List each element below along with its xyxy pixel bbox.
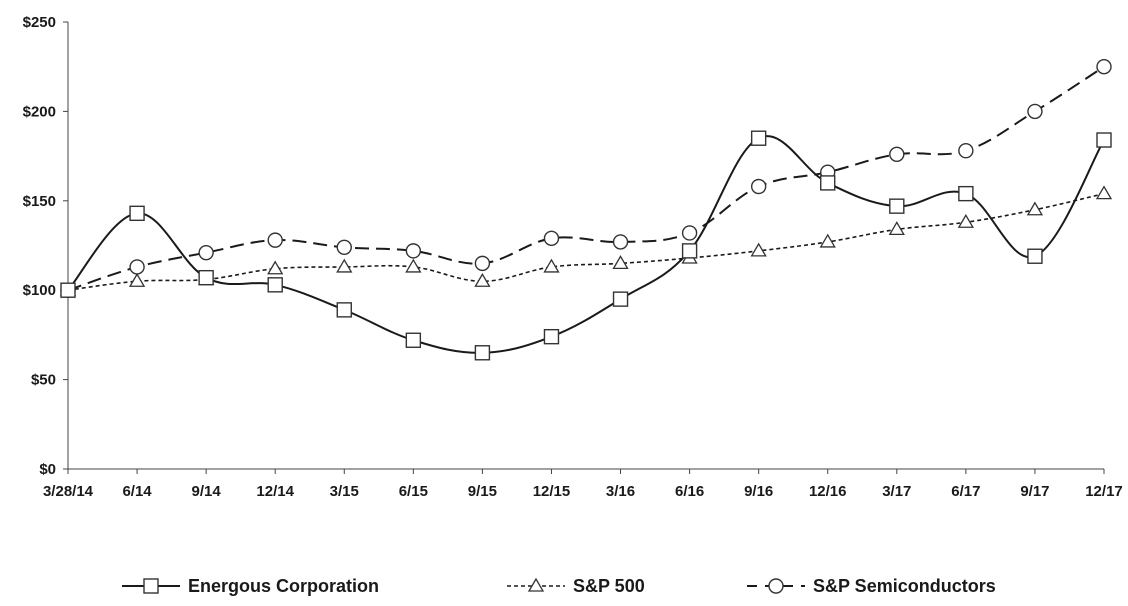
- legend-item: Energous Corporation: [122, 576, 379, 596]
- circle-marker: [889, 146, 905, 163]
- x-tick-label: 3/28/14: [43, 483, 94, 500]
- legend: Energous Corporation S&P 500 S&P Semicondu…: [122, 576, 996, 596]
- legend-label: S&P Semiconductors: [813, 576, 996, 596]
- square-marker: [612, 291, 629, 307]
- legend-label: S&P 500: [573, 576, 645, 596]
- legend-item: S&P 500: [507, 576, 645, 596]
- circle-marker: [1096, 58, 1112, 75]
- square-marker: [129, 205, 145, 222]
- triangle-marker: [819, 233, 836, 248]
- series-layer: [59, 58, 1113, 361]
- square-marker: [681, 243, 698, 259]
- circle-marker: [543, 230, 560, 247]
- series-s-p-500: [59, 185, 1113, 296]
- y-tick-label: $100: [23, 282, 56, 299]
- x-tick-label: 12/15: [533, 483, 571, 500]
- x-tick-label: 9/16: [744, 483, 773, 500]
- triangle-marker: [1095, 185, 1113, 200]
- x-tick-label: 9/15: [468, 483, 497, 500]
- triangle-marker: [336, 258, 353, 273]
- y-tick-label: $200: [23, 103, 56, 120]
- circle-marker: [1027, 103, 1043, 120]
- circle-marker: [129, 259, 145, 275]
- triangle-marker: [750, 242, 767, 257]
- y-tick-label: $0: [39, 461, 56, 478]
- axes: $0 $50 $100 $150 $200 $250 3/28/14 6/14 9/14 12/1…: [23, 14, 1123, 500]
- series-line: [67, 135, 1105, 354]
- triangle-marker: [612, 255, 629, 270]
- square-marker: [474, 345, 491, 361]
- triangle-marker: [957, 213, 974, 228]
- square-marker: [889, 198, 905, 214]
- square-marker: [336, 302, 352, 318]
- triangle-marker: [543, 258, 560, 273]
- x-tick-label: 12/16: [809, 483, 847, 500]
- circle-marker: [474, 255, 491, 272]
- triangle-marker: [888, 221, 905, 236]
- y-tick-label: $250: [23, 14, 56, 31]
- x-tick-label: 12/14: [256, 483, 294, 500]
- series-s-p-semiconductors: [60, 58, 1112, 298]
- square-marker: [60, 282, 76, 298]
- triangle-marker: [267, 260, 284, 275]
- triangle-marker: [405, 258, 422, 273]
- circle-marker: [267, 232, 283, 248]
- x-tick-label: 9/17: [1020, 483, 1049, 500]
- circle-marker: [336, 239, 352, 255]
- triangle-marker: [1026, 201, 1044, 216]
- x-tick-label: 6/14: [122, 483, 152, 500]
- square-marker: [1027, 248, 1043, 264]
- circle-marker: [958, 143, 974, 159]
- legend-item: S&P Semiconductors: [747, 576, 996, 596]
- legend-label: Energous Corporation: [188, 576, 379, 596]
- series-energous-corporation: [60, 130, 1112, 361]
- circle-marker: [405, 243, 422, 259]
- x-tick-label: 12/17: [1085, 483, 1123, 500]
- triangle-marker: [474, 272, 491, 287]
- square-marker: [198, 269, 214, 286]
- y-tick-label: $150: [23, 193, 56, 210]
- x-tick-label: 6/15: [399, 483, 428, 500]
- x-tick-label: 9/14: [192, 483, 222, 500]
- x-tick-label: 3/15: [330, 483, 359, 500]
- legend-circle-marker: [768, 578, 784, 594]
- circle-marker: [681, 225, 698, 241]
- x-tick-label: 3/17: [882, 483, 911, 500]
- circle-marker: [612, 234, 629, 250]
- square-marker: [820, 175, 836, 191]
- square-marker: [1096, 132, 1112, 148]
- square-marker: [267, 277, 283, 293]
- triangle-marker: [128, 272, 146, 287]
- legend-triangle-marker: [527, 577, 545, 592]
- square-marker: [543, 328, 560, 345]
- series-line: [67, 192, 1105, 291]
- x-tick-label: 6/16: [675, 483, 704, 500]
- square-marker: [405, 332, 422, 348]
- series-line: [67, 65, 1105, 292]
- circle-marker: [750, 178, 767, 195]
- circle-marker: [198, 244, 214, 261]
- legend-square-marker: [143, 578, 159, 594]
- square-marker: [750, 130, 767, 146]
- x-tick-label: 3/16: [606, 483, 635, 500]
- y-tick-label: $50: [31, 372, 56, 389]
- x-tick-label: 6/17: [951, 483, 980, 500]
- square-marker: [958, 185, 974, 202]
